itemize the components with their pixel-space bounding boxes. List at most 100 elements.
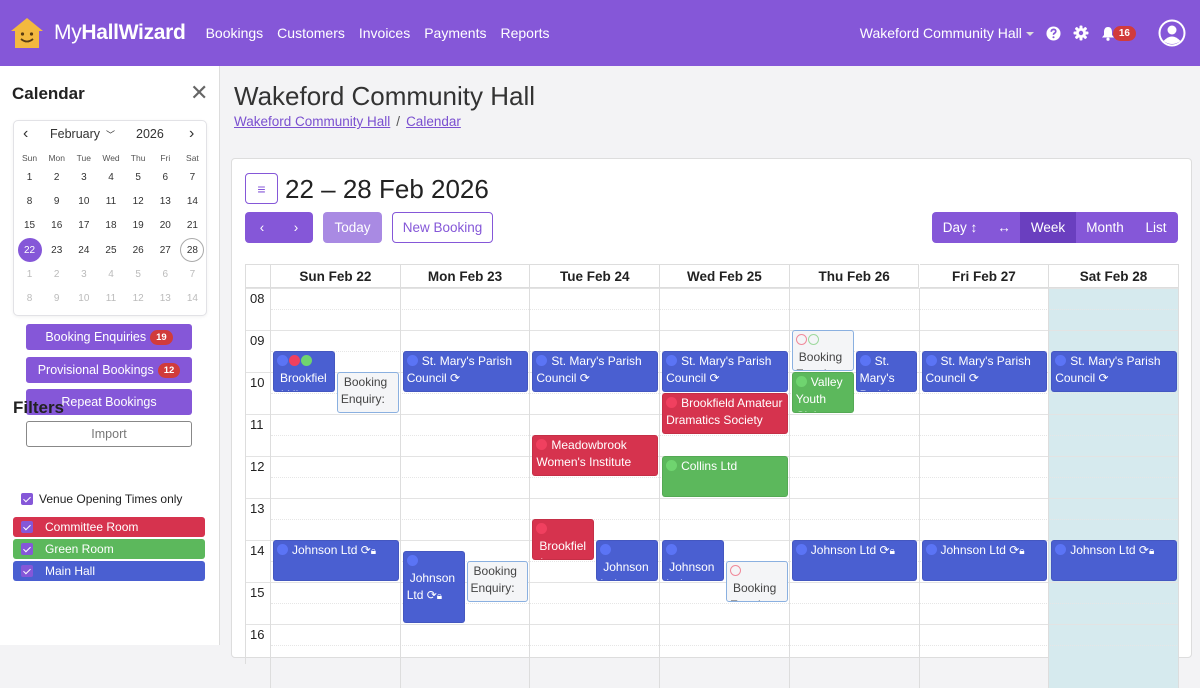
mini-day[interactable]: 11 (97, 189, 124, 213)
booking-event[interactable]: Collins Ltd (662, 456, 788, 497)
mini-day[interactable]: 12 (125, 286, 152, 310)
mini-day[interactable]: 19 (125, 214, 152, 238)
nav-customers[interactable]: Customers (277, 25, 345, 41)
booking-event[interactable]: Johnson Ltd ⟳🔒︎ (662, 540, 724, 581)
mini-day[interactable]: 9 (43, 286, 70, 310)
mini-day[interactable]: 28 (179, 238, 206, 263)
booking-event[interactable]: Brookfield Amateur Dramatics Society (532, 519, 595, 560)
repeat-bookings-button[interactable]: Repeat Bookings (26, 389, 192, 415)
view-horizontal[interactable]: ↔ (988, 212, 1020, 243)
mini-day[interactable]: 21 (179, 214, 206, 238)
booking-event[interactable]: St. Mary's Parish Council ⟳ (662, 351, 788, 392)
booking-event[interactable]: St. Mary's Parish Council (855, 351, 918, 392)
mini-day[interactable]: 4 (97, 165, 124, 189)
mini-day[interactable]: 7 (179, 262, 206, 286)
mini-day[interactable]: 22 (16, 238, 43, 263)
today-button[interactable]: Today (323, 212, 382, 243)
mini-day[interactable]: 27 (152, 238, 179, 262)
booking-event[interactable]: Meadowbrook Women's Institute (532, 435, 659, 476)
booking-enquiry-event[interactable]: Booking Enquiry: Peter Johnson (791, 330, 854, 371)
day-header[interactable]: Wed Feb 25 (660, 264, 790, 288)
mini-day[interactable]: 7 (179, 165, 206, 189)
month-select[interactable]: February ﹀ (50, 127, 115, 141)
mini-day[interactable]: 24 (70, 238, 97, 262)
nav-invoices[interactable]: Invoices (358, 25, 411, 41)
booking-event[interactable]: Valley Youth Club - Sarah🔒︎ (791, 372, 854, 413)
mini-day[interactable]: 6 (152, 165, 179, 189)
mini-day[interactable]: 8 (16, 286, 43, 310)
booking-enquiries-button[interactable]: Booking Enquiries 19 (26, 324, 192, 350)
booking-event[interactable]: St. Mary's Parish Council ⟳ (1051, 351, 1177, 392)
filter-committee-room[interactable]: Committee Room (13, 517, 205, 537)
logo[interactable]: MyHallWizard (10, 17, 186, 49)
new-booking-button[interactable]: New Booking (392, 212, 493, 243)
mini-day[interactable]: 4 (97, 262, 124, 286)
booking-event[interactable]: Johnson Ltd ⟳🔒︎ (1051, 540, 1177, 581)
import-button[interactable]: Import (26, 421, 192, 447)
view-month[interactable]: Month (1076, 212, 1134, 243)
booking-event[interactable]: Johnson Ltd (596, 540, 659, 581)
venue-dropdown[interactable]: Wakeford Community Hall (860, 25, 1034, 41)
view-day[interactable]: Day ↕ (932, 212, 988, 243)
mini-day[interactable]: 11 (97, 286, 124, 310)
checkbox[interactable] (21, 521, 33, 533)
booking-enquiry-event[interactable]: Booking Enquiry: (466, 561, 529, 602)
filter-green-room[interactable]: Green Room (13, 539, 205, 559)
mini-day[interactable]: 10 (70, 286, 97, 310)
day-header[interactable]: Thu Feb 26 (789, 264, 920, 288)
day-header[interactable]: Fri Feb 27 (919, 264, 1050, 288)
booking-enquiry-event[interactable]: Booking Enquiry: (336, 372, 399, 413)
mini-day[interactable]: 5 (125, 165, 152, 189)
mini-day[interactable]: 20 (152, 214, 179, 238)
booking-event[interactable]: St. Mary's Parish Council ⟳ (402, 351, 529, 392)
close-icon[interactable]: ✕ (190, 80, 209, 105)
booking-event[interactable]: Johnson Ltd ⟳🔒︎ (402, 550, 465, 623)
breadcrumb-calendar[interactable]: Calendar (406, 114, 461, 129)
mini-day[interactable]: 26 (125, 238, 152, 262)
checkbox[interactable] (21, 493, 33, 505)
mini-day[interactable]: 14 (179, 189, 206, 213)
mini-day[interactable]: 5 (125, 262, 152, 286)
booking-event[interactable]: Brookfield Amateur Dramatics Society (662, 393, 788, 434)
opening-times-filter[interactable]: Venue Opening Times only (21, 492, 182, 506)
mini-day[interactable]: 14 (179, 286, 206, 310)
mini-day[interactable]: 10 (70, 189, 97, 213)
mini-day[interactable]: 2 (43, 165, 70, 189)
year-input[interactable]: 2026 (136, 127, 164, 141)
view-list[interactable]: List (1134, 212, 1178, 243)
mini-day[interactable]: 15 (16, 214, 43, 238)
mini-day[interactable]: 3 (70, 262, 97, 286)
day-header[interactable]: Sat Feb 28 (1049, 264, 1179, 288)
checkbox[interactable] (21, 543, 33, 555)
day-header[interactable]: Tue Feb 24 (530, 264, 661, 288)
gear-icon[interactable] (1073, 25, 1089, 41)
booking-event[interactable]: Johnson Ltd ⟳🔒︎ (921, 540, 1048, 581)
prev-month-icon[interactable]: ‹ (23, 125, 29, 142)
provisional-bookings-button[interactable]: Provisional Bookings 12 (26, 357, 192, 383)
notifications[interactable]: 16 (1101, 25, 1136, 41)
mini-day[interactable]: 1 (16, 262, 43, 286)
mini-day[interactable]: 2 (43, 262, 70, 286)
view-week[interactable]: Week (1020, 212, 1076, 243)
breadcrumb-venue[interactable]: Wakeford Community Hall (234, 114, 391, 129)
checkbox[interactable] (21, 565, 33, 577)
next-week-button[interactable]: › (293, 220, 299, 235)
mini-day[interactable]: 8 (16, 189, 43, 213)
booking-event[interactable]: Johnson Ltd ⟳🔒︎ (273, 540, 399, 581)
mini-day[interactable]: 1 (16, 165, 43, 189)
mini-day[interactable]: 17 (70, 214, 97, 238)
nav-bookings[interactable]: Bookings (205, 25, 264, 41)
booking-enquiry-event[interactable]: Booking Enquiry: (725, 561, 788, 602)
nav-payments[interactable]: Payments (424, 25, 487, 41)
mini-day[interactable]: 25 (97, 238, 124, 262)
mini-day[interactable]: 18 (97, 214, 124, 238)
mini-day[interactable]: 13 (152, 189, 179, 213)
user-avatar-icon[interactable] (1158, 19, 1186, 47)
day-header[interactable]: Sun Feb 22 (271, 264, 401, 288)
menu-toggle-button[interactable]: ≡ (245, 173, 278, 204)
booking-event[interactable]: St. Mary's Parish Council ⟳ (921, 351, 1048, 392)
mini-day[interactable]: 9 (43, 189, 70, 213)
booking-event[interactable]: St. Mary's Parish Council ⟳ (532, 351, 659, 392)
mini-day[interactable]: 13 (152, 286, 179, 310)
mini-day[interactable]: 12 (125, 189, 152, 213)
